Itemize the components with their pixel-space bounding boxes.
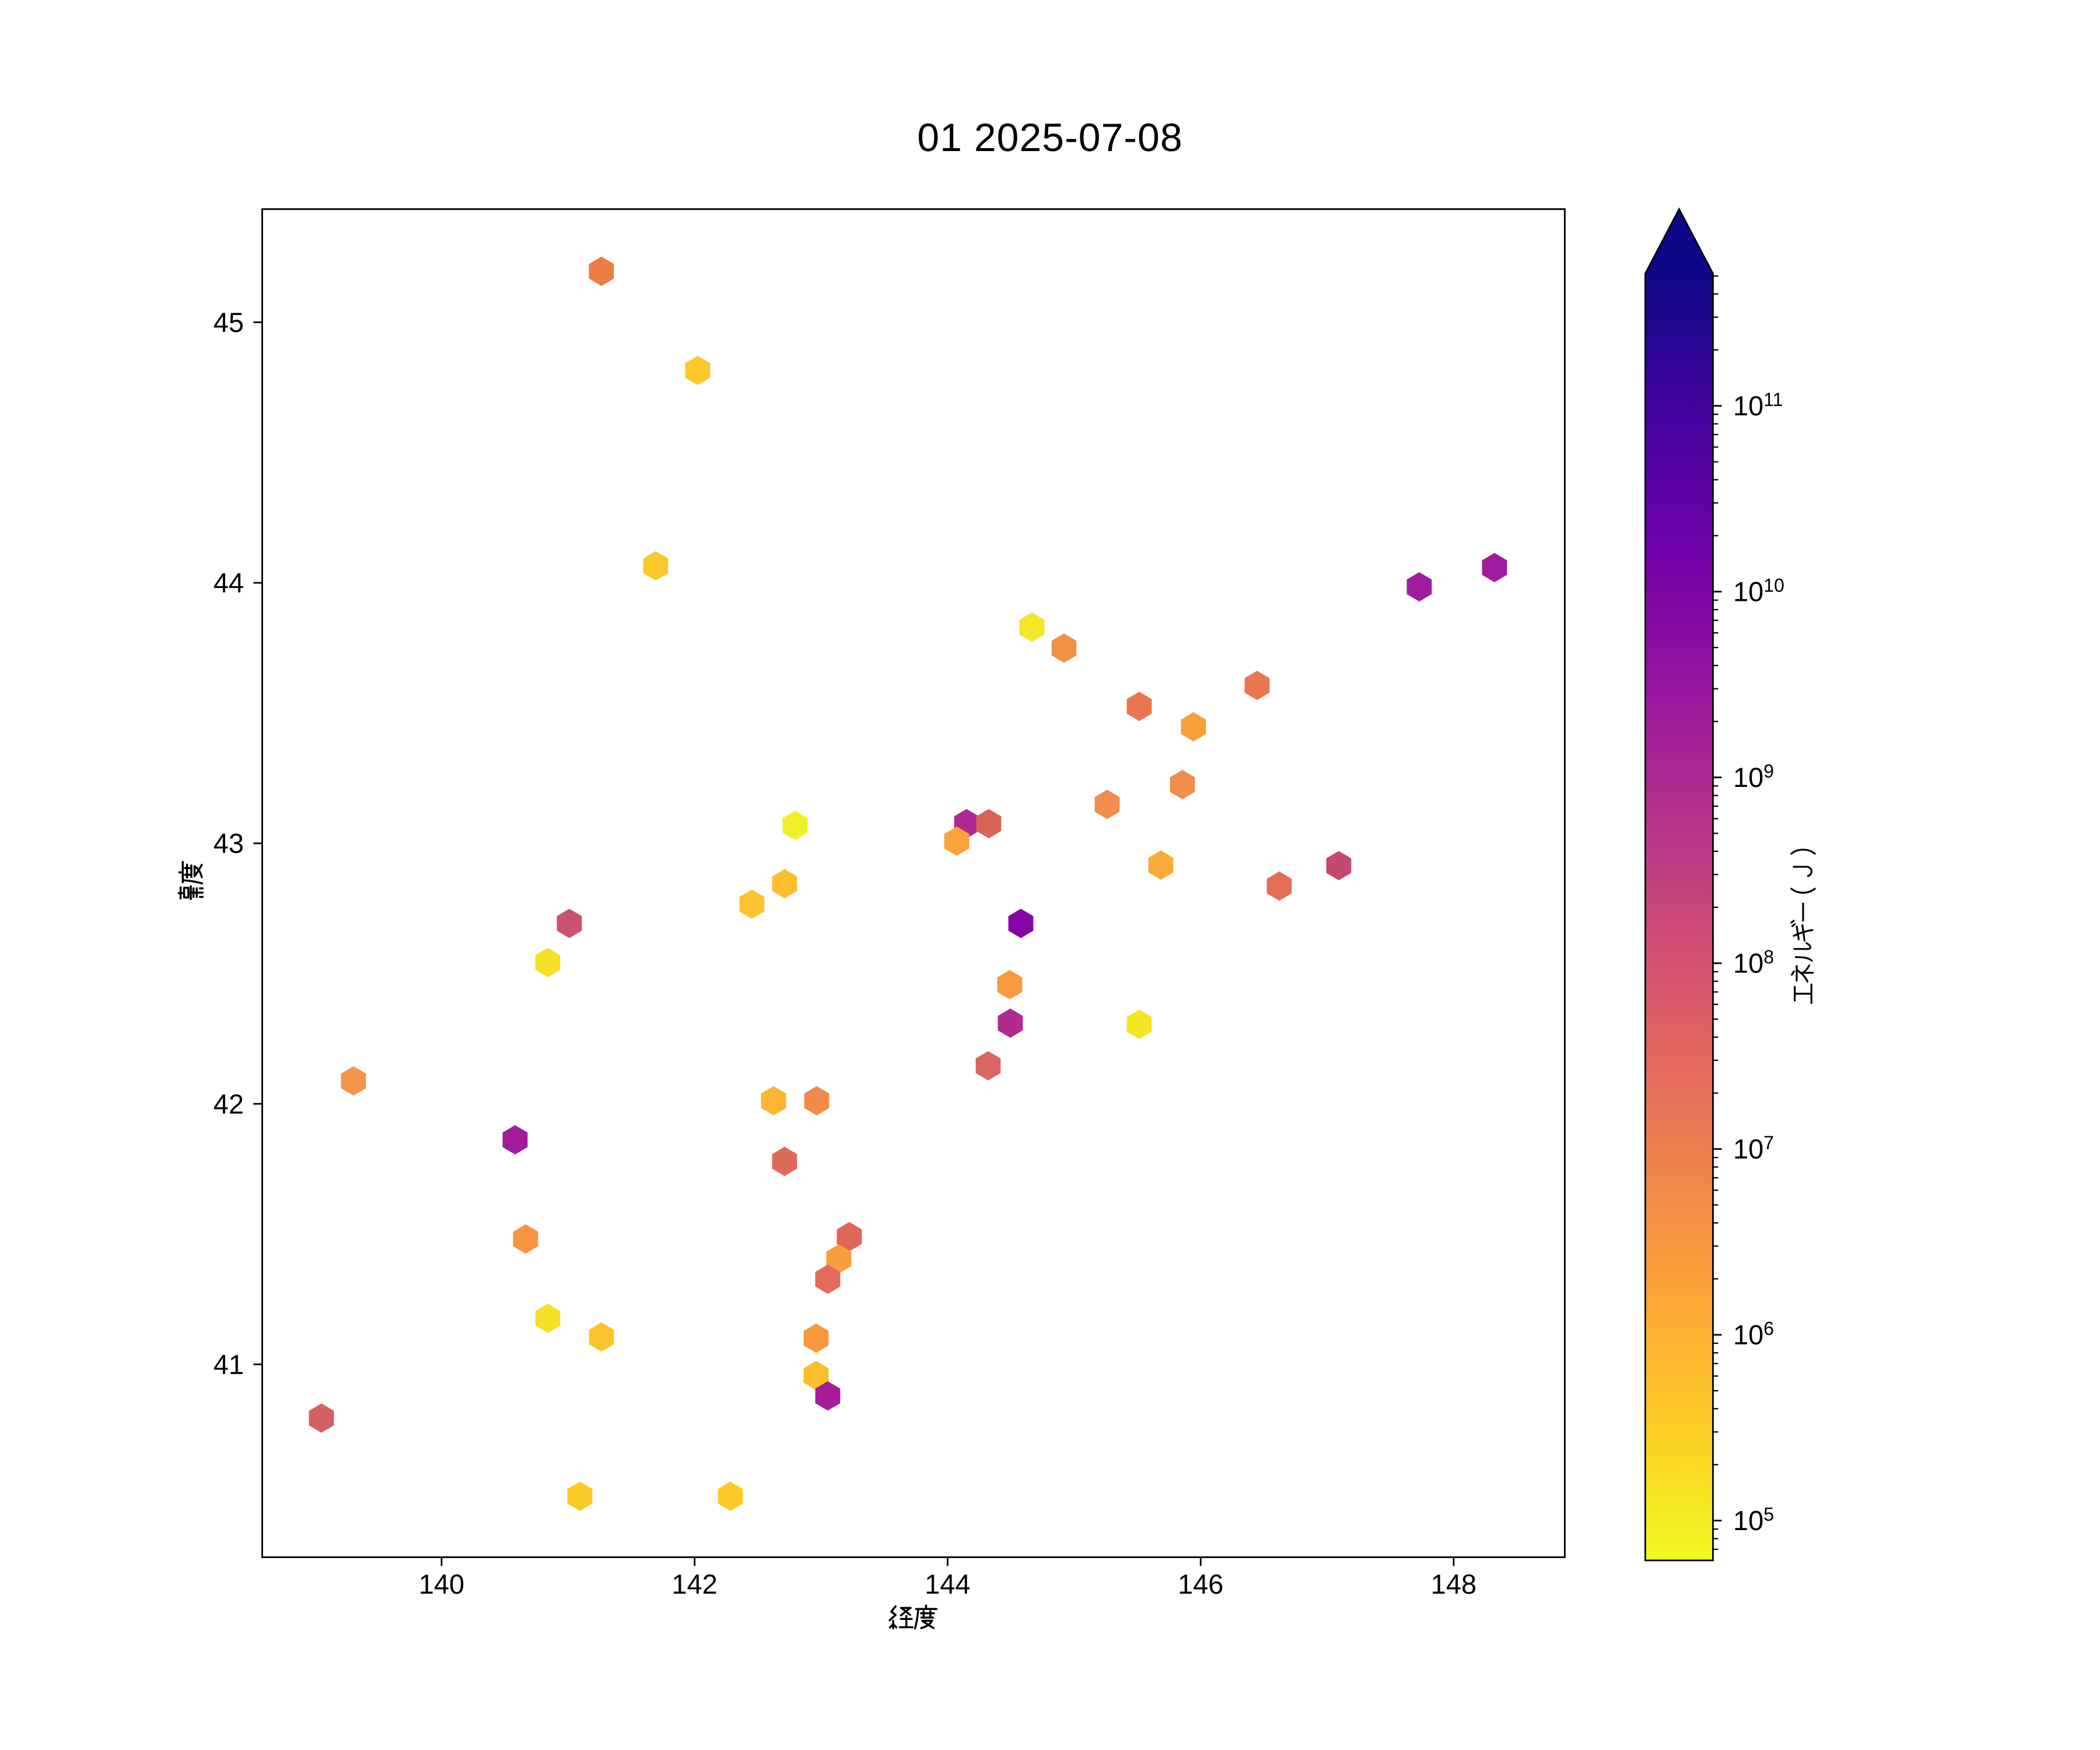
svg-text:148: 148 (1431, 1569, 1476, 1600)
svg-text:142: 142 (672, 1569, 718, 1600)
svg-text:144: 144 (925, 1569, 970, 1600)
svg-text:44: 44 (214, 568, 244, 598)
svg-text:43: 43 (214, 828, 244, 859)
svg-text:140: 140 (419, 1569, 464, 1600)
svg-text:146: 146 (1178, 1569, 1223, 1600)
svg-text:105: 105 (1733, 1504, 1774, 1536)
svg-text:42: 42 (214, 1088, 244, 1119)
svg-text:45: 45 (214, 307, 244, 338)
svg-text:41: 41 (214, 1349, 244, 1380)
svg-text:01 2025-07-08: 01 2025-07-08 (917, 116, 1182, 160)
